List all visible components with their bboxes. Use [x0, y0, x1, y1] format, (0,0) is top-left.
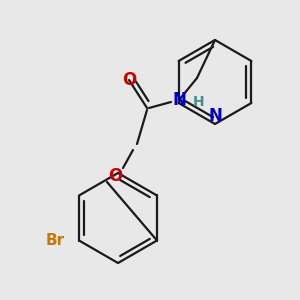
Text: O: O: [108, 167, 122, 185]
Text: O: O: [122, 71, 136, 89]
Text: N: N: [208, 107, 222, 125]
Text: Br: Br: [46, 233, 65, 248]
Text: N: N: [172, 91, 186, 109]
Text: H: H: [193, 95, 205, 109]
